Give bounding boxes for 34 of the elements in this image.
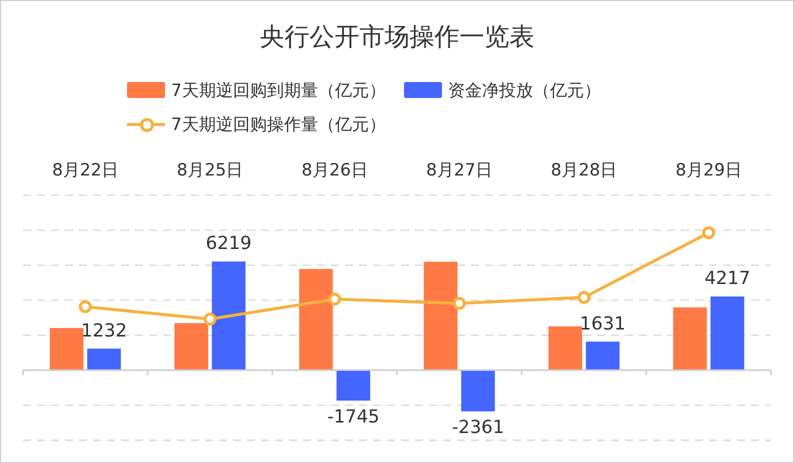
legend-label: 7天期逆回购操作量（亿元） <box>171 114 386 136</box>
bar <box>673 307 707 370</box>
data-label: 4217 <box>704 268 750 290</box>
point <box>702 226 716 240</box>
bar <box>461 370 495 412</box>
data-label: -1745 <box>327 406 380 428</box>
data-label: 6219 <box>206 233 252 254</box>
bar <box>336 370 370 401</box>
bar <box>212 261 246 370</box>
bar <box>710 296 744 370</box>
data-label: 1232 <box>81 320 127 342</box>
bar <box>87 348 121 370</box>
legend-label: 资金净投放（亿元） <box>448 80 601 102</box>
data-label: -2361 <box>452 417 504 438</box>
bar <box>299 268 333 370</box>
point <box>452 296 466 310</box>
x-tick-label: 8月25日 <box>176 160 244 181</box>
x-tick-label: 8月26日 <box>301 160 368 181</box>
point <box>204 312 216 326</box>
bar <box>548 326 582 370</box>
bar <box>174 323 208 370</box>
x-tick-label: 8月28日 <box>550 160 618 181</box>
point <box>578 290 590 304</box>
x-tick-label: 8月29日 <box>675 160 742 181</box>
legend-label: 7天期逆回购到期量（亿元） <box>171 80 386 102</box>
x-tick-label: 8月27日 <box>426 160 493 181</box>
bar <box>586 342 620 370</box>
point <box>328 292 342 306</box>
bar <box>50 328 84 370</box>
bar <box>424 262 458 370</box>
chart-title: 央行公开市场操作一览表 <box>258 21 536 53</box>
point <box>78 300 92 314</box>
x-tick-label: 8月22日 <box>52 160 119 181</box>
data-label: 1631 <box>580 313 626 334</box>
